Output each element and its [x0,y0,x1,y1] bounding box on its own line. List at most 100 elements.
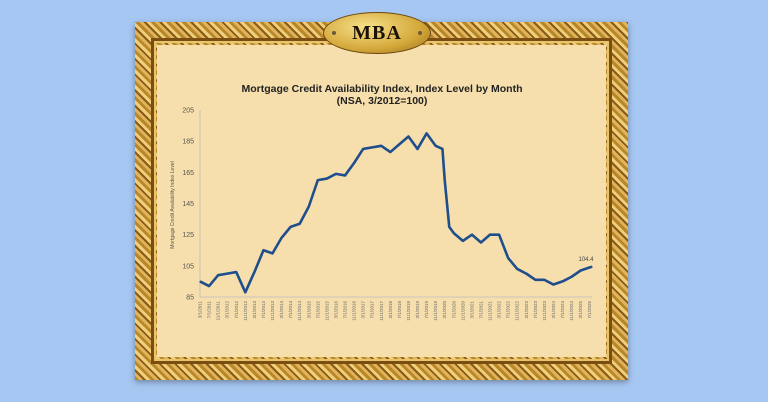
data-point [435,145,437,147]
data-point [507,257,509,259]
y-tick-label: 85 [186,295,194,302]
data-point [591,266,593,268]
x-tick-label: 11/1/2022 [515,301,520,321]
data-point [344,174,346,177]
y-tick-label: 105 [182,263,194,270]
x-tick-label: 3/1/2015 [306,301,311,319]
data-point [290,226,292,228]
data-point [407,135,410,138]
x-tick-label: 3/1/2014 [279,301,284,319]
x-tick-label: 3/1/2016 [333,301,338,319]
data-point [244,291,246,293]
x-tick-label: 3/1/2017 [361,301,366,319]
data-point [525,273,527,275]
data-point [253,271,255,273]
chart-canvas [157,45,606,357]
y-tick-label: 125 [182,232,194,239]
x-tick-label: 11/1/2024 [569,301,574,321]
data-point [280,237,283,239]
data-point [462,240,464,242]
x-tick-label: 11/1/2023 [542,301,547,321]
data-point [262,249,265,251]
y-tick-label: 205 [182,108,194,115]
data-point [226,273,228,275]
data-point [416,148,419,150]
x-tick-label: 11/1/2014 [297,301,302,321]
data-point [534,279,536,281]
data-point [326,177,328,180]
x-tick-label: 7/1/2019 [424,301,429,319]
data-point [317,179,319,181]
x-tick-label: 7/1/2022 [506,301,511,319]
x-tick-label: 7/1/2013 [261,301,266,319]
x-tick-label: 7/1/2017 [370,301,375,319]
x-tick-label: 7/1/2023 [533,301,538,319]
data-point [199,280,201,283]
x-tick-label: 3/1/2019 [415,301,420,319]
x-tick-label: 11/1/2011 [216,301,221,321]
data-point [561,280,564,283]
x-tick-label: 7/1/2018 [397,301,402,319]
x-tick-label: 3/1/2013 [252,301,257,319]
plaque-screw [332,31,336,35]
x-tick-label: 7/1/2016 [343,301,348,319]
data-point [389,151,391,153]
data-point [441,148,444,150]
data-point [498,234,500,236]
x-tick-label: 3/1/2018 [388,301,393,319]
data-point [371,146,373,148]
x-tick-label: 7/1/2012 [234,301,239,319]
x-tick-label: 3/1/2011 [198,301,203,319]
x-tick-label: 3/1/2012 [225,301,230,319]
x-tick-label: 11/1/2012 [243,301,248,321]
data-point [516,268,518,270]
x-tick-label: 11/1/2017 [379,301,384,321]
x-tick-label: 7/1/2015 [315,301,320,319]
y-tick-label: 185 [182,139,194,146]
x-tick-label: 7/1/2011 [207,301,212,319]
data-point [448,226,450,228]
x-tick-label: 7/1/2024 [560,301,565,319]
x-tick-label: 3/1/2024 [551,301,556,319]
data-point [453,232,455,234]
data-point [543,279,546,281]
data-point [444,179,446,181]
data-point [362,148,364,150]
data-point [489,234,491,236]
x-tick-label: 7/1/2021 [478,301,483,319]
data-point [552,283,555,286]
x-tick-label: 11/1/2016 [352,301,357,321]
data-point [217,274,219,276]
data-point [480,241,482,244]
chart-title: Mortgage Credit Availability Index, Inde… [241,83,522,95]
data-point [398,143,400,145]
data-label: 104.4 [578,257,594,263]
data-point [299,223,301,225]
series-line [199,132,593,294]
x-tick-label: 11/1/2019 [433,301,438,321]
x-tick-label: 7/1/2020 [451,301,456,319]
data-point [580,269,582,272]
plaque-screw [418,31,422,35]
y-tick-label: 165 [182,170,194,177]
x-tick-label: 11/1/2018 [406,301,411,321]
data-point [308,206,310,208]
data-point [335,173,337,175]
chart-subtitle: (NSA, 3/2012=100) [337,95,428,107]
data-point [353,162,355,164]
mba-logo-plaque: MBA [323,12,431,54]
data-point [208,285,210,287]
x-tick-label: 11/1/2021 [488,301,493,321]
logo-text: MBA [352,21,402,44]
x-tick-label: 11/1/2020 [460,301,465,321]
data-point [380,145,382,147]
x-tick-label: 3/1/2021 [469,301,474,319]
data-point [589,266,591,268]
data-point [271,252,274,254]
x-tick-label: 11/1/2013 [270,301,275,321]
data-point [425,132,428,134]
data-point [471,234,473,236]
x-tick-label: 3/1/2025 [578,301,583,319]
x-tick-label: 11/1/2015 [324,301,329,321]
